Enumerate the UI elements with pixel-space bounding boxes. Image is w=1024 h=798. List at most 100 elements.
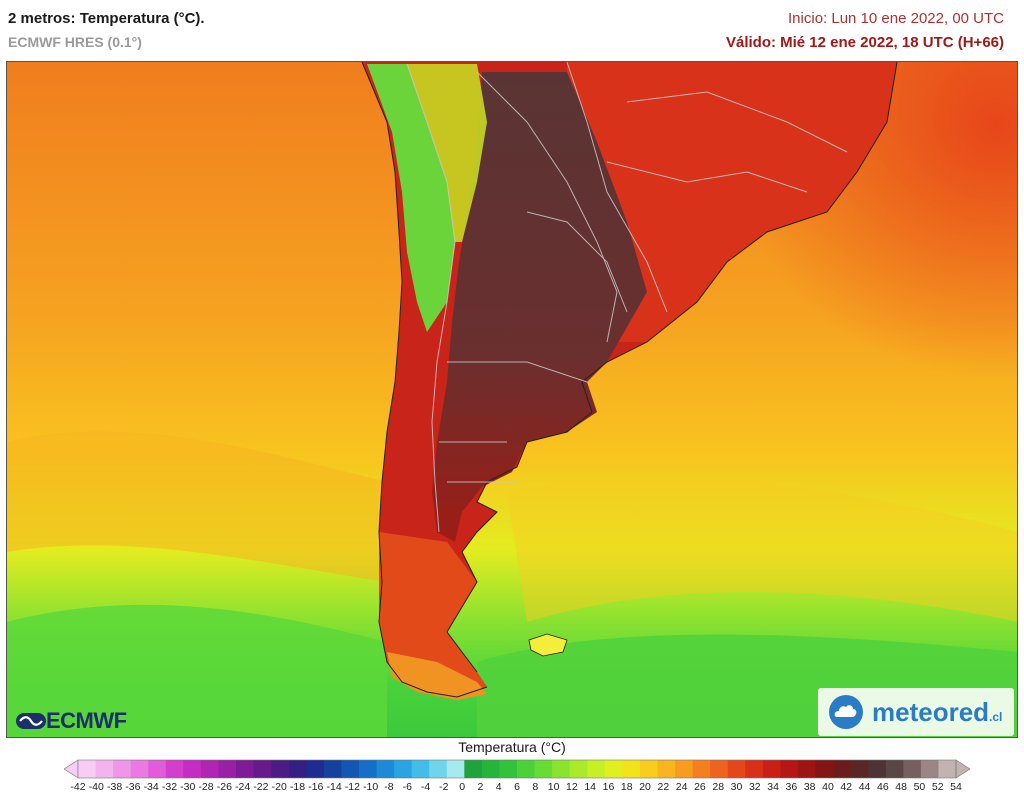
colorbar-swatch — [446, 760, 465, 778]
colorbar-tick-label: 0 — [459, 781, 466, 793]
colorbar-tick-label: -36 — [125, 781, 141, 793]
colorbar-tick-label: 16 — [602, 781, 615, 793]
model-label: ECMWF HRES (0.1°) — [8, 34, 142, 50]
colorbar-max-arrow — [955, 759, 970, 779]
colorbar-tick-label: 24 — [675, 781, 688, 793]
country-borders — [406, 62, 848, 533]
colorbar-tick-label: 40 — [822, 781, 834, 793]
colorbar-tick-label: 32 — [748, 781, 761, 793]
colorbar-tick-label: 6 — [514, 781, 520, 793]
colorbar-tick-label: -26 — [216, 781, 232, 793]
colorbar-swatch — [868, 760, 887, 778]
colorbar-tick-label: 26 — [694, 781, 706, 793]
colorbar-tick-label: -10 — [363, 781, 379, 793]
colorbar-swatch — [165, 760, 184, 778]
colorbar-swatch — [183, 760, 202, 778]
colorbar-tick-label: 22 — [657, 781, 670, 793]
colorbar-ticks: -42 -40 -38 -36 -34 -32 -30 -28 -26 -24 -22 -20 -18-… — [64, 781, 970, 795]
init-time: Inicio: Lun 10 ene 2022, 00 UTC — [788, 10, 1004, 27]
southern-ocean — [7, 604, 387, 737]
colorbar-tick-label: 28 — [712, 781, 725, 793]
colorbar-swatch — [710, 760, 729, 778]
coastline — [361, 62, 898, 698]
colorbar-tick-label: 2 — [477, 781, 484, 793]
andes-yellow-edge — [407, 64, 487, 242]
colorbar-swatch — [938, 760, 957, 778]
meteored-logo-text: meteored — [872, 696, 990, 727]
colorbar-tick-label: -16 — [308, 781, 324, 793]
colorbar-tick-label: -24 — [235, 781, 251, 793]
colorbar-swatch — [815, 760, 834, 778]
colorbar-tick-label: -34 — [143, 781, 159, 793]
colorbar-tick-label: 44 — [858, 781, 871, 793]
colorbar-swatch — [95, 760, 114, 778]
colorbar-swatch — [499, 760, 518, 778]
colorbar-tick-label: -42 — [70, 781, 86, 793]
colorbar-tick-label: 36 — [785, 781, 798, 793]
falkland-islands — [528, 633, 568, 657]
colorbar-tick-label: 20 — [639, 781, 651, 793]
brazil-region — [567, 62, 897, 342]
colorbar-border — [77, 759, 957, 779]
tierra-del-fuego — [387, 652, 487, 700]
colorbar-swatch — [850, 760, 869, 778]
andes-cool-strip — [367, 64, 455, 332]
colorbar-swatch — [534, 760, 553, 778]
colorbar-swatch — [604, 760, 623, 778]
colorbar-swatch — [148, 760, 167, 778]
colorbar-min-arrow — [64, 759, 79, 779]
colorbar-tick-label: -28 — [198, 781, 214, 793]
colorbar-tick-label: -22 — [253, 781, 269, 793]
colorbar-swatch — [727, 760, 746, 778]
colorbar-tick-label: 14 — [584, 781, 596, 793]
colorbar-tick-label: -14 — [326, 781, 342, 793]
colorbar-tick-label: -2 — [439, 781, 449, 793]
colorbar-swatch — [552, 760, 571, 778]
legend-title: Temperatura (°C) — [458, 739, 566, 755]
colorbar-swatch — [780, 760, 799, 778]
colorbar-swatch — [692, 760, 711, 778]
colorbar-swatch — [745, 760, 764, 778]
colorbar-swatch — [920, 760, 939, 778]
colorbar-swatch — [797, 760, 817, 778]
colorbar-swatch — [358, 760, 378, 778]
colorbar-swatch — [639, 760, 658, 778]
colorbar-swatch — [517, 760, 536, 778]
colorbar-tick-label: -8 — [384, 781, 394, 793]
colorbar-swatch — [323, 760, 342, 778]
temperature-map[interactable] — [6, 61, 1018, 738]
colorbar-tick-label: 52 — [931, 781, 944, 793]
colorbar-swatch — [253, 760, 272, 778]
colorbar-swatch — [481, 760, 500, 778]
colorbar-tick-label: -12 — [344, 781, 360, 793]
colorbar-swatch — [587, 760, 606, 778]
meteored-cloud-icon — [829, 695, 863, 729]
colorbar-swatch — [569, 760, 588, 778]
colorbar-tick-label: 42 — [840, 781, 853, 793]
colorbar-tick-label: 34 — [767, 781, 779, 793]
ecmwf-logo[interactable]: ECMWF — [10, 706, 133, 736]
colorbar-swatch — [411, 760, 430, 778]
argentina-hot-core — [432, 72, 647, 542]
colorbar-swatch — [762, 760, 781, 778]
colorbar-tick-label: -4 — [420, 781, 431, 793]
colorbar-swatch — [394, 760, 413, 778]
colorbar-swatch — [885, 760, 904, 778]
colorbar-swatch — [464, 760, 483, 778]
ecmwf-symbol-icon — [16, 713, 46, 729]
colorbar-tick-label: 12 — [566, 781, 578, 793]
colorbar-tick-label: -18 — [289, 781, 306, 793]
valid-time: Válido: Mié 12 ene 2022, 18 UTC (H+66) — [725, 34, 1004, 51]
colorbar-tick-label: -30 — [180, 781, 196, 793]
colorbar-swatch — [218, 760, 237, 778]
colorbar-swatch — [429, 760, 448, 778]
ecmwf-logo-text: ECMWF — [46, 708, 127, 733]
colorbar-tick-label: -40 — [88, 781, 104, 793]
colorbar-swatch — [200, 760, 219, 778]
colorbar-swatch — [288, 760, 307, 778]
pacific-cool-band — [7, 431, 387, 582]
meteored-logo[interactable]: meteored .cl — [818, 688, 1014, 736]
colorbar-tick-label: -20 — [271, 781, 287, 793]
map-title: 2 metros: Temperatura (°C). — [8, 10, 205, 27]
atlantic-cool-band — [507, 477, 1017, 622]
